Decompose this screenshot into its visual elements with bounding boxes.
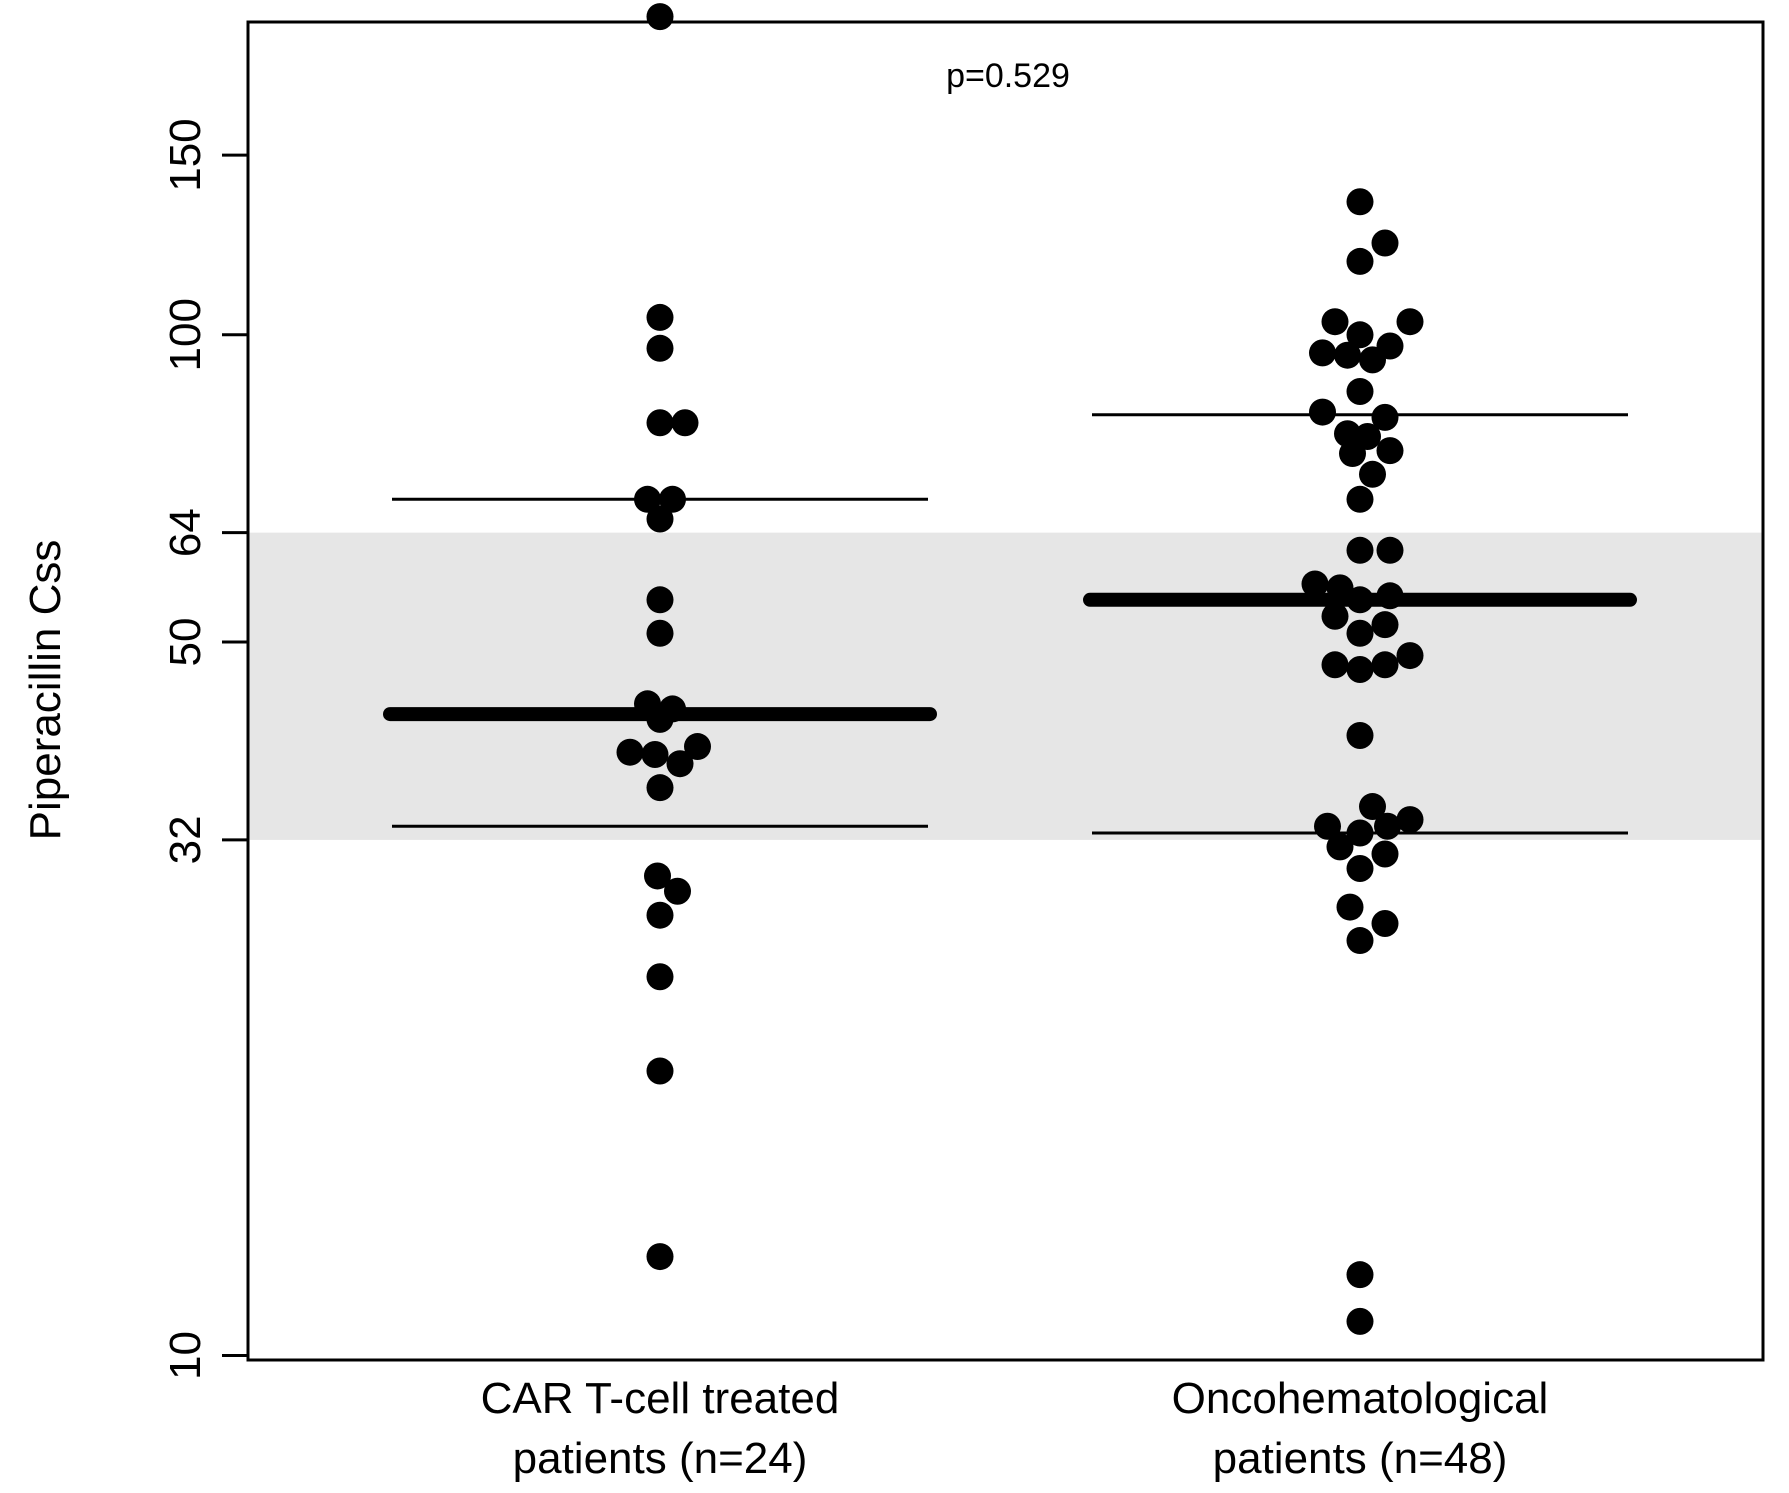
data-point <box>1346 819 1374 847</box>
data-point <box>646 334 674 362</box>
data-point <box>1321 651 1349 679</box>
data-point <box>1376 437 1404 465</box>
data-point <box>634 485 661 513</box>
data-point <box>1321 602 1349 630</box>
data-point <box>1346 586 1374 614</box>
data-point <box>1371 651 1399 679</box>
data-point <box>1326 574 1354 602</box>
data-point <box>1371 909 1399 937</box>
y-axis: 10 32 50 64 100 150 <box>161 118 248 1380</box>
data-point <box>646 586 674 614</box>
data-point <box>1346 485 1374 513</box>
data-point <box>1334 341 1361 369</box>
category-label-line1: CAR T-cell treated <box>481 1374 840 1423</box>
data-point <box>1396 642 1424 670</box>
data-point <box>644 862 671 890</box>
data-point <box>646 409 674 437</box>
data-point <box>646 505 674 533</box>
data-point <box>1346 536 1374 564</box>
data-point <box>671 409 699 437</box>
data-point <box>1309 339 1336 367</box>
data-point <box>1346 655 1374 683</box>
y-tick-label: 100 <box>161 298 210 371</box>
data-point <box>646 774 674 802</box>
data-point <box>1336 893 1364 921</box>
data-point <box>1346 721 1374 749</box>
data-point <box>684 733 711 761</box>
data-point <box>1371 403 1399 431</box>
y-tick-label: 64 <box>161 508 210 557</box>
y-tick-label: 50 <box>161 618 210 667</box>
data-point <box>1346 927 1374 955</box>
data-point <box>1396 806 1424 834</box>
data-point <box>646 705 674 733</box>
plot-frame <box>246 20 1765 1362</box>
data-point <box>646 963 674 991</box>
data-point <box>664 877 691 905</box>
target-range-band <box>248 532 1763 840</box>
data-point <box>1371 229 1399 257</box>
data-point <box>1359 793 1386 821</box>
data-point <box>1314 812 1341 840</box>
data-point <box>646 901 674 929</box>
data-point <box>1374 812 1401 840</box>
data-point <box>1346 1261 1374 1289</box>
category-label-line2: patients (n=48) <box>1213 1434 1508 1483</box>
data-point <box>646 619 674 647</box>
data-point <box>1346 855 1374 883</box>
data-points-layer <box>616 3 1424 1335</box>
data-point <box>641 740 669 768</box>
data-point <box>1326 833 1354 861</box>
data-point <box>1346 321 1374 349</box>
target-range-band-layer <box>248 532 1763 840</box>
data-point <box>646 3 674 31</box>
data-point <box>646 303 674 331</box>
data-point <box>1339 440 1366 468</box>
data-point <box>1346 377 1374 405</box>
data-point <box>1301 570 1329 598</box>
data-point <box>616 738 644 766</box>
data-point <box>1309 398 1336 426</box>
data-point <box>1396 308 1424 336</box>
category-label-line2: patients (n=24) <box>513 1434 808 1483</box>
data-point <box>659 485 686 513</box>
p-value-annotation: p=0.529 <box>946 57 1070 95</box>
data-point <box>1359 460 1386 488</box>
y-tick-label: 150 <box>161 118 210 191</box>
data-point <box>1371 611 1399 639</box>
y-axis-title: Piperacillin Css <box>21 540 70 841</box>
category-label-line1: Oncohematological <box>1172 1374 1549 1423</box>
data-point <box>646 1057 674 1085</box>
data-point <box>1346 1307 1374 1335</box>
data-point <box>1346 188 1374 216</box>
data-point <box>1346 619 1374 647</box>
data-point <box>1321 308 1349 336</box>
category-labels: CAR T-cell treated patients (n=24) Oncohem… <box>481 1374 1549 1483</box>
data-point <box>666 750 694 778</box>
data-point <box>1376 582 1404 610</box>
y-tick-label: 32 <box>161 815 210 864</box>
data-point <box>1359 346 1386 374</box>
data-point <box>1346 247 1374 275</box>
data-point <box>1371 840 1399 868</box>
y-tick-label: 10 <box>161 1331 210 1380</box>
data-point <box>646 1243 674 1271</box>
data-point <box>1376 536 1404 564</box>
